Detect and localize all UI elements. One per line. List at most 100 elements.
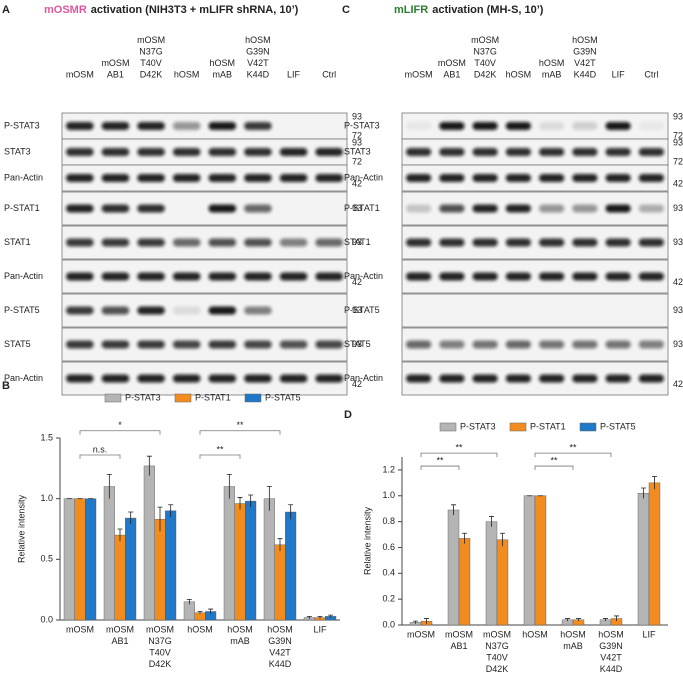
blot-band [472,204,498,213]
legend-label: P-STAT1 [530,421,566,431]
blot-band [472,272,498,281]
blot-band [279,374,308,383]
blot-band [137,374,165,383]
legend-swatch [439,422,457,432]
legend-label: P-STAT3 [460,421,496,431]
blot-band [279,148,308,156]
row-label: STAT3 [4,146,31,156]
blot-band [244,272,272,281]
error-bar [186,598,192,605]
mw-marker: 93 [673,137,683,147]
blot-band [439,272,465,281]
error-bar [328,614,334,618]
y-tick-label: 0.2 [382,594,395,604]
blot-band [439,122,465,130]
mw-marker: 93 [673,111,683,121]
blot-band [539,340,565,349]
blot-band [572,272,598,281]
x-tick-label: mAB [563,641,583,651]
blot-band [137,238,165,247]
error-bar [197,611,203,614]
mw-marker: 93 [352,237,362,247]
lane-label: Ctrl [644,69,658,79]
blot-band [101,340,130,349]
blot-band [505,374,531,383]
blot-band [406,122,432,130]
y-tick-label: 0.5 [40,554,53,564]
bar [648,482,661,626]
bar [114,534,126,621]
blot-band [406,272,432,281]
significance-label: ** [236,420,244,430]
row-label: Pan-Actin [344,271,383,281]
bar [103,486,115,621]
blot-band [439,148,465,156]
lane-label: hOSM [539,58,565,68]
x-tick-label: T40V [486,652,508,662]
blot-band [244,122,272,130]
lane-label: hOSM [245,35,271,45]
x-tick-label: mAB [230,636,250,646]
blot-band [101,122,130,130]
blot-band [406,174,432,182]
lane-label: mOSM [471,35,499,45]
blot-band [472,238,498,247]
blot-band [638,204,664,213]
panel-letter: C [342,4,350,16]
blot-band [172,306,201,315]
error-bar [424,618,429,624]
lane-label: N37G [139,46,163,56]
lane-label: mOSM [101,58,129,68]
significance-label: ** [455,442,463,452]
legend-swatch [579,422,597,432]
blot-band [472,374,498,383]
error-bar [168,504,174,517]
blot-band [137,148,165,156]
panel-letter: D [344,409,352,421]
significance-bracket [420,452,498,458]
blot-band [505,272,531,281]
blot-band [101,272,130,281]
significance-label: * [118,420,122,430]
panel-title: mLIFR activation (MH-S, 10’) [394,4,544,16]
lane-label: mOSM [137,35,165,45]
bar [534,495,547,626]
mw-marker: 93 [673,339,683,349]
row-label: STAT5 [344,339,371,349]
title-highlight: mLIFR [394,4,428,16]
blot-band [605,374,631,383]
blot-band [101,174,130,182]
blot-band [137,122,165,130]
blot-band [66,204,94,213]
blot-band [572,148,598,156]
mw-marker: 42 [352,277,362,287]
mw-marker: 42 [673,379,683,389]
blot-band [472,340,498,349]
legend-swatch [174,393,192,403]
error-bar [500,532,505,547]
row-label: Pan-Actin [344,172,383,182]
error-bar [128,511,134,525]
mw-marker: 42 [352,379,362,389]
blot-band [315,174,343,182]
x-tick-label: N37G [148,636,172,646]
x-tick-label: hOSM [598,629,624,639]
blot-band [279,238,308,247]
lane-label: mAB [542,69,562,79]
blot-band [605,272,631,281]
legend-label: P-STAT1 [195,392,231,402]
blot-band [66,374,94,383]
blot-band [208,204,237,213]
blot-band [244,374,272,383]
bar [274,544,286,621]
x-tick-label: T40V [149,647,171,657]
blot-band [638,374,664,383]
lane-label: hOSM [210,58,236,68]
error-bar [489,516,494,527]
lane-label: mOSM [405,69,433,79]
blot-band [539,272,565,281]
blot-band [208,374,237,383]
lane-label: V42T [574,58,596,68]
blot-band [66,340,94,349]
significance-label: ** [436,455,444,465]
